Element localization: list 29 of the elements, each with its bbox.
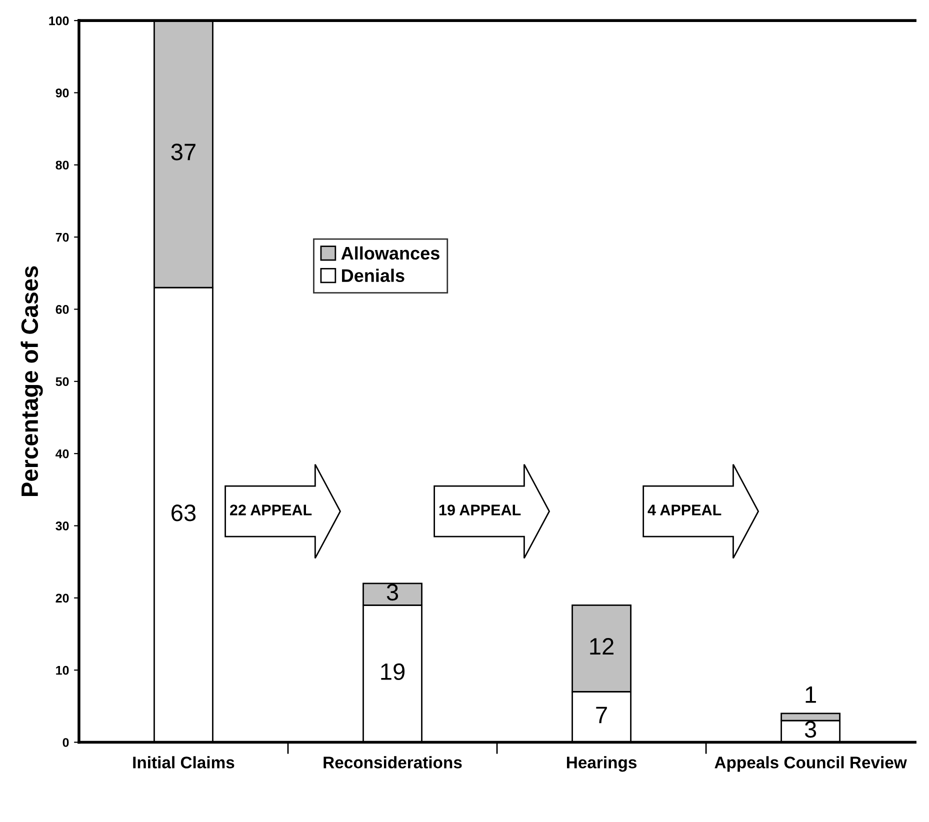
y-tick-label: 90 [56,88,69,98]
data-label: 3 [804,721,816,738]
data-label: 19 [381,663,405,680]
x-tick-label: Reconsiderations [324,756,462,768]
data-label: 63 [172,504,196,522]
y-tick-label: 10 [56,666,69,675]
data-label: 1 [806,686,816,703]
data-label: 3 [386,584,398,601]
x-tick-label: Appeals Council Review [714,756,907,772]
y-tick-label: 30 [56,522,69,530]
y-tick-label: 60 [56,305,69,314]
data-label: 37 [171,144,196,160]
data-label: 7 [596,706,607,724]
y-tick-label: 100 [49,16,69,26]
x-tick-label: Hearings [566,756,637,772]
annotation: 4 APPEAL [648,504,722,516]
y-tick-label: 80 [56,160,69,170]
y-tick-label: 20 [56,594,69,603]
legend-label: Allowances [341,246,440,260]
y-tick-label: 50 [56,377,69,386]
x-tick-label: Initial Claims [133,756,234,768]
y-tick-label: 0 [62,738,69,747]
data-label: 12 [590,638,614,655]
annotation: 22 APPEAL [230,504,312,516]
y-tick-label: 70 [56,232,69,242]
y-axis-title: Percentage of Cases [20,266,43,496]
annotation: 19 APPEAL [439,504,521,516]
legend-label: Denials [342,268,404,282]
y-tick-label: 40 [56,449,69,458]
